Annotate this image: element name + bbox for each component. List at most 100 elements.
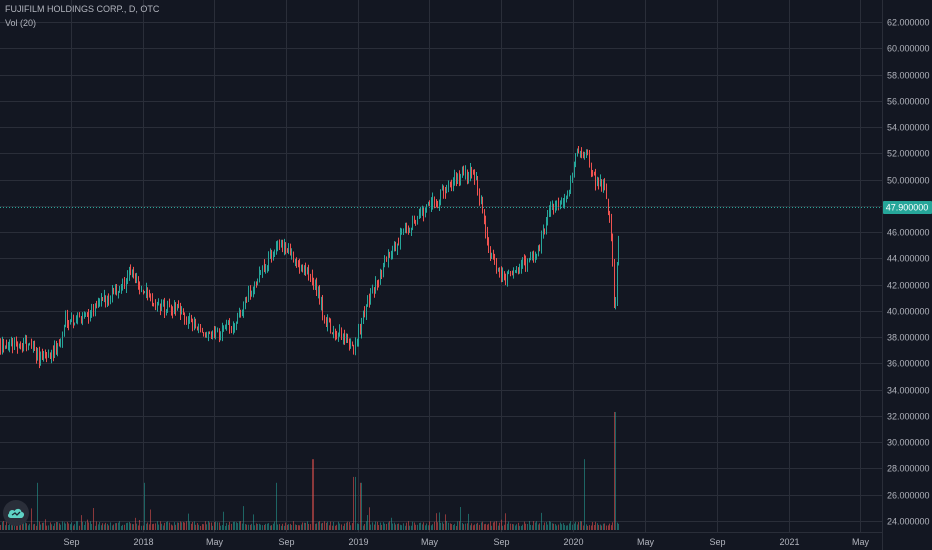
candle-body (468, 178, 469, 180)
candle-body (276, 247, 277, 252)
candle-body (56, 344, 57, 351)
volume-bar (530, 524, 531, 530)
candle-body (231, 329, 232, 333)
candle-body (315, 281, 316, 287)
volume-bar (453, 524, 454, 530)
candle-body (121, 286, 122, 290)
volume-bar (288, 524, 289, 530)
candle-body (250, 291, 251, 297)
candle-body (36, 348, 37, 359)
candle-body (287, 249, 288, 251)
volume-bar (501, 519, 502, 530)
volume-bar (494, 521, 495, 530)
candle-body (313, 279, 314, 287)
volume-bar (129, 521, 130, 530)
volume-bar (260, 524, 261, 530)
volume-bar (110, 522, 111, 530)
volume-bar (285, 522, 286, 530)
candle-body (177, 306, 178, 311)
volume-bar (229, 521, 230, 530)
candle-body (450, 184, 451, 187)
candle-body (374, 290, 375, 292)
candle-body (214, 331, 215, 338)
candle-body (279, 241, 280, 247)
volume-bar (163, 525, 164, 530)
candle-body (264, 265, 265, 271)
volume-bar (437, 522, 438, 530)
volume-bar (454, 523, 455, 530)
volume-bar (23, 522, 24, 530)
candle-body (53, 351, 54, 356)
candle-body (429, 203, 430, 206)
candle-body (499, 269, 500, 273)
volume-bar (370, 524, 371, 530)
candle-body (564, 198, 565, 203)
candle-body (282, 244, 283, 249)
candle-body (40, 354, 41, 364)
volume-bar (96, 521, 97, 530)
volume-bar (617, 522, 618, 530)
candle-body (184, 314, 185, 321)
volume-bar (552, 523, 553, 530)
volume-bar (28, 525, 29, 530)
time-tick-label: Sep (63, 537, 79, 547)
candle-body (459, 174, 460, 180)
candle-body (281, 244, 282, 247)
candle-body (350, 344, 351, 346)
candle-body (209, 332, 210, 334)
candle-body (20, 344, 21, 348)
candle-body (398, 244, 399, 246)
volume-bar (304, 522, 305, 530)
candle-body (518, 269, 519, 271)
candle-body (77, 314, 78, 321)
volume-bar (384, 523, 385, 530)
volume-bar (567, 525, 568, 530)
candle-body (611, 217, 612, 240)
volume-bar (533, 521, 534, 530)
volume-bar (535, 522, 536, 530)
candle-body (543, 230, 544, 235)
volume-indicator-label[interactable]: Vol (20) (5, 18, 37, 28)
candle-body (110, 300, 111, 303)
candle-body (383, 265, 384, 278)
candle-body (513, 270, 514, 275)
time-axis[interactable]: Sep 2018 May Sep 2019 May Sep 2020 May Sep 2021 May (63, 537, 869, 547)
volume-bar (250, 524, 251, 530)
candle-body (339, 330, 340, 336)
candle-body (9, 345, 10, 347)
volume-bar (271, 525, 272, 530)
candle-body (152, 299, 153, 304)
candle-body (600, 180, 601, 185)
volume-bar (398, 523, 399, 530)
volume-bar (259, 523, 260, 530)
volume-bar (515, 525, 516, 530)
candle-body (467, 171, 468, 180)
candles (0, 145, 619, 369)
candle-body (448, 184, 449, 190)
candle-body (327, 320, 328, 326)
volume-bar (91, 523, 92, 530)
volume-bar (428, 525, 429, 530)
volume-bar (434, 521, 435, 530)
candle-body (277, 241, 278, 248)
volume-bar (598, 524, 599, 530)
tradingview-cloud-icon[interactable] (3, 500, 29, 526)
candle-body (16, 341, 17, 346)
candle-body (180, 307, 181, 314)
candle-body (299, 264, 300, 269)
candle-body (203, 332, 204, 336)
candle-body (268, 256, 269, 267)
volume-bar (318, 521, 319, 530)
volume-bar (90, 521, 91, 530)
candle-body (147, 288, 148, 294)
volume-bar (307, 521, 308, 530)
candle-body (273, 252, 274, 257)
volume-bar (471, 523, 472, 530)
candle-body (463, 171, 464, 174)
volume-bar (77, 521, 78, 530)
volume-bar (592, 522, 593, 530)
volume-bar (456, 525, 457, 530)
volume-bar (550, 521, 551, 530)
volume-bar (597, 523, 598, 530)
